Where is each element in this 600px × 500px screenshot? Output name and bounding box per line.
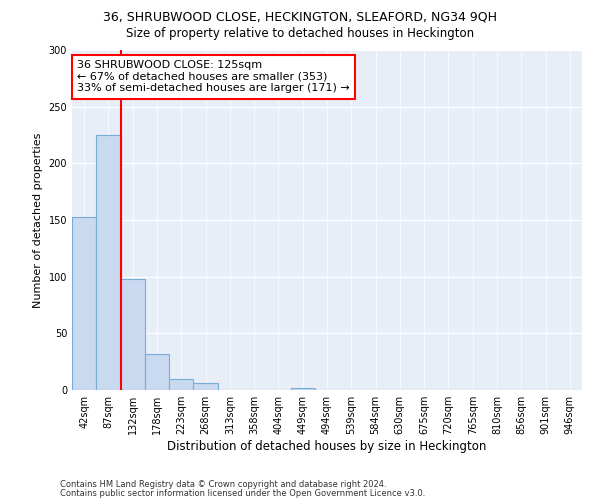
Bar [72,216,96,390]
Text: 36, SHRUBWOOD CLOSE, HECKINGTON, SLEAFORD, NG34 9QH: 36, SHRUBWOOD CLOSE, HECKINGTON, SLEAFOR… [103,10,497,23]
Text: 36 SHRUBWOOD CLOSE: 125sqm
← 67% of detached houses are smaller (353)
33% of sem: 36 SHRUBWOOD CLOSE: 125sqm ← 67% of deta… [77,60,350,94]
Bar [96,135,121,390]
Bar [169,378,193,390]
Text: Contains HM Land Registry data © Crown copyright and database right 2024.: Contains HM Land Registry data © Crown c… [60,480,386,489]
Bar [290,388,315,390]
Bar [121,279,145,390]
X-axis label: Distribution of detached houses by size in Heckington: Distribution of detached houses by size … [167,440,487,453]
Y-axis label: Number of detached properties: Number of detached properties [33,132,43,308]
Bar [193,383,218,390]
Text: Contains public sector information licensed under the Open Government Licence v3: Contains public sector information licen… [60,488,425,498]
Text: Size of property relative to detached houses in Heckington: Size of property relative to detached ho… [126,28,474,40]
Bar [145,354,169,390]
